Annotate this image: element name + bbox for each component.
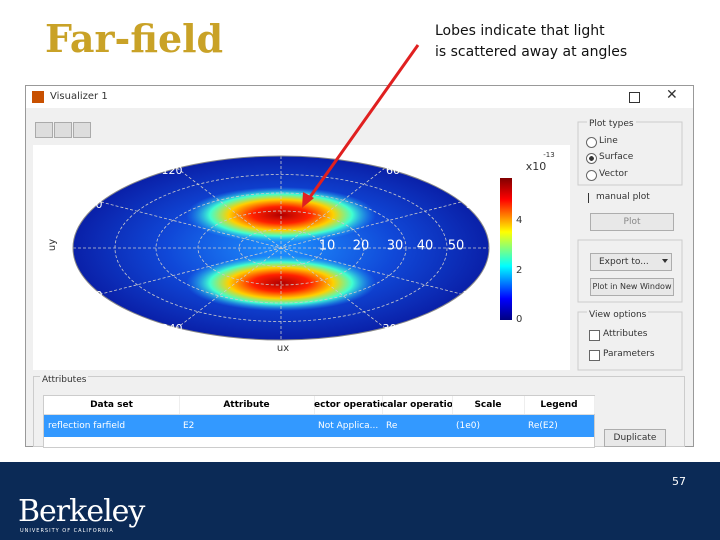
- colorbar-tick-label: 2: [516, 265, 522, 276]
- dropdown-arrow[interactable]: [662, 259, 668, 263]
- duplicate-button[interactable]: Duplicate: [604, 429, 666, 447]
- y-axis-label: uy: [47, 239, 58, 251]
- colorbar-exponent: -13: [543, 151, 554, 159]
- tool-button[interactable]: [73, 122, 91, 138]
- radio[interactable]: [586, 170, 597, 181]
- table-cell: Re: [386, 421, 398, 431]
- window-title: Visualizer 1: [50, 91, 108, 102]
- table-row[interactable]: [44, 415, 594, 437]
- column-header: Legend: [524, 396, 595, 414]
- radial-label: 20: [353, 239, 370, 254]
- radial-label: 30: [387, 239, 404, 254]
- table-cell: E2: [183, 421, 195, 431]
- table-cell: reflection farfield: [48, 421, 126, 431]
- angle-label: 330: [463, 289, 484, 302]
- new-window-button[interactable]: Plot in New Window: [590, 278, 674, 296]
- column-header: Scale: [452, 396, 525, 414]
- slide-title: Far-field: [45, 16, 224, 61]
- group-box: [577, 121, 683, 186]
- group-box: [577, 239, 683, 303]
- angle-label: 210: [82, 289, 103, 302]
- radio-label: Vector: [599, 169, 628, 179]
- title-bar: Visualizer 1 ✕: [26, 86, 693, 108]
- polar-grid: [73, 156, 489, 340]
- checkbox-label: Attributes: [603, 329, 648, 339]
- note-line: is scattered away at angles: [435, 44, 628, 60]
- export-button[interactable]: Export to...: [590, 253, 672, 271]
- radial-label: 50: [448, 239, 465, 254]
- table-cell: (1e0): [456, 421, 481, 431]
- angle-label: 150: [82, 198, 103, 211]
- panel-title: Attributes: [40, 375, 89, 385]
- arrow: [306, 44, 420, 201]
- logo: Berkeley: [18, 494, 145, 529]
- group-title: View options: [587, 310, 649, 320]
- radio-label: Surface: [599, 152, 634, 162]
- colorbar-multiplier: x10: [526, 160, 547, 173]
- angle-label: 300: [383, 322, 404, 335]
- colorbar-tick-label: 0: [516, 314, 522, 325]
- tool-button[interactable]: [35, 122, 53, 138]
- app-icon: [32, 91, 44, 103]
- radio[interactable]: [586, 153, 597, 164]
- close[interactable]: ✕: [666, 87, 678, 103]
- logo-sub: UNIVERSITY OF CALIFORNIA: [20, 528, 114, 534]
- table-cell: Not Applica...: [318, 421, 379, 431]
- maximize[interactable]: [629, 92, 640, 103]
- table-cell: Re(E2): [528, 421, 558, 431]
- checkbox-label: manual plot: [596, 192, 650, 202]
- colorbar: [500, 178, 512, 320]
- table-header: [44, 396, 594, 415]
- note-line: Lobes indicate that light: [435, 23, 605, 39]
- group-title: Plot types: [587, 119, 636, 129]
- column-header: Attribute: [179, 396, 315, 414]
- checkbox-label: Parameters: [603, 349, 655, 359]
- table: Data set Attribute ector operatic calar ope…: [43, 395, 595, 448]
- angle-label: 120: [162, 164, 183, 177]
- radial-label: 10: [319, 239, 336, 254]
- footer: Berkeley UNIVERSITY OF CALIFORNIA 57: [0, 462, 720, 540]
- column-header: Data set: [44, 396, 180, 414]
- checkbox[interactable]: [589, 330, 600, 341]
- radial-label: 40: [417, 239, 434, 254]
- x-axis-label: ux: [277, 343, 289, 354]
- note: Lobes indicate that light is scattered a…: [435, 21, 627, 63]
- colorbar-tick-label: 4: [516, 215, 522, 226]
- angle-label: 60: [386, 164, 400, 177]
- angle-label: 240: [162, 322, 183, 335]
- checkbox[interactable]: [589, 350, 600, 361]
- radio[interactable]: [586, 137, 597, 148]
- plot-button[interactable]: Plot: [590, 213, 674, 231]
- tool-button[interactable]: [54, 122, 72, 138]
- group-box: [577, 311, 683, 371]
- lobe: [186, 187, 376, 243]
- arrow-head: [302, 192, 314, 208]
- page-number: 57: [672, 475, 686, 488]
- attributes-panel: Attributes Data set Attribute ector operat…: [33, 375, 685, 448]
- checkbox[interactable]: [588, 193, 589, 203]
- column-header: ector operatic: [314, 396, 383, 414]
- angle-label: 30: [466, 198, 480, 211]
- column-header: calar operatio: [382, 396, 453, 414]
- radio-label: Line: [599, 136, 618, 146]
